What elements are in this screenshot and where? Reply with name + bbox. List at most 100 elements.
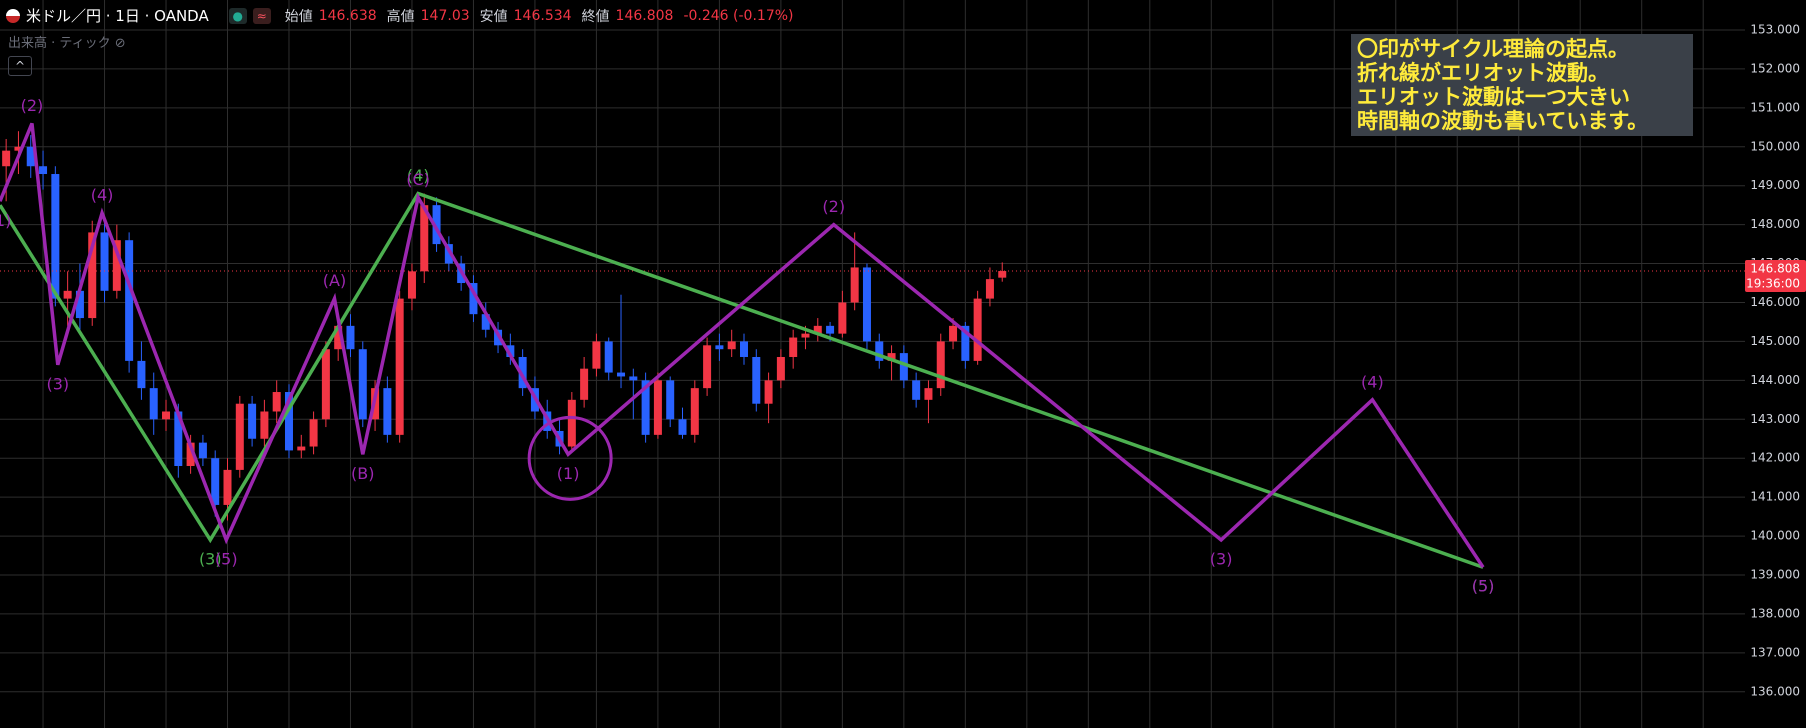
y-tick-label: 140.000 xyxy=(1750,529,1800,543)
candle-body xyxy=(174,411,183,466)
y-tick-label: 146.000 xyxy=(1750,295,1800,309)
candle-body xyxy=(764,380,773,404)
change-value: -0.246 (-0.17%) xyxy=(683,7,794,24)
candle-body xyxy=(334,325,343,350)
hide-icon[interactable]: ⊘ xyxy=(114,36,126,51)
candle-body xyxy=(961,325,970,361)
y-tick-label: 145.000 xyxy=(1750,334,1800,348)
wave-label: (5) xyxy=(1472,577,1495,596)
candle-body xyxy=(198,442,207,459)
candle-body xyxy=(383,388,392,435)
candle-body xyxy=(186,442,195,466)
wave-label: (4) xyxy=(1361,372,1384,391)
close-value: 146.808 xyxy=(615,7,674,24)
candle-body xyxy=(2,150,11,167)
y-tick-label: 144.000 xyxy=(1750,373,1800,387)
wave-label: (3) xyxy=(199,549,222,568)
candle-body xyxy=(284,392,293,451)
wave-line xyxy=(0,122,1485,569)
candle-body xyxy=(260,411,269,439)
high-label: 高値 xyxy=(386,8,415,25)
candle-body xyxy=(518,356,527,389)
y-tick-label: 143.000 xyxy=(1750,412,1800,426)
candle-body xyxy=(666,380,675,420)
candle-body xyxy=(88,232,97,319)
y-tick-label: 153.000 xyxy=(1750,22,1800,36)
candle-body xyxy=(715,345,724,350)
last-price-label: 146.808 xyxy=(1750,262,1800,276)
candle-body xyxy=(309,419,318,447)
y-tick-label: 148.000 xyxy=(1750,217,1800,231)
y-tick-label: 136.000 xyxy=(1750,684,1800,698)
candle-body xyxy=(272,392,281,412)
candle-body xyxy=(862,267,871,342)
open-label: 始値 xyxy=(284,8,313,25)
candle-body xyxy=(420,205,429,272)
low-label: 安値 xyxy=(479,8,508,25)
y-tick-label: 152.000 xyxy=(1750,61,1800,75)
candle-body xyxy=(100,232,109,291)
volume-indicator[interactable]: 出来高 · ティック ⊘ xyxy=(8,32,126,51)
candle-body xyxy=(75,290,84,319)
candle-body xyxy=(727,341,736,350)
candle-body xyxy=(26,146,35,167)
candle-body xyxy=(63,290,72,299)
y-tick-label: 150.000 xyxy=(1750,139,1800,153)
y-tick-label: 151.000 xyxy=(1750,100,1800,114)
axis-background xyxy=(1745,0,1806,728)
y-tick-label: 139.000 xyxy=(1750,568,1800,582)
candle-body xyxy=(703,345,712,389)
candle-body xyxy=(985,279,994,299)
candle-body xyxy=(137,360,146,389)
candle-body xyxy=(924,388,933,400)
wave-label: (4) xyxy=(91,185,114,204)
candle-body xyxy=(973,298,982,361)
candle-body xyxy=(998,271,1007,278)
wave-label: (B) xyxy=(351,464,374,483)
note-box: 〇印がサイクル理論の起点。 折れ線がエリオット波動。 エリオット波動は一つ大きい… xyxy=(1351,34,1693,136)
candle-body xyxy=(211,458,220,505)
candle-body xyxy=(112,240,121,291)
candle-body xyxy=(125,240,134,361)
candle-body xyxy=(248,403,257,439)
candle-body xyxy=(407,271,416,299)
cycle-marker xyxy=(527,415,613,501)
wave-label: (2) xyxy=(822,197,845,216)
high-value: 147.03 xyxy=(420,7,470,24)
candle-body xyxy=(346,325,355,350)
candle-body xyxy=(395,298,404,435)
candle-body xyxy=(629,376,638,381)
candle-body xyxy=(752,356,761,404)
candle-body xyxy=(235,403,244,470)
candle-body xyxy=(567,399,576,447)
volume-label: 出来高 · ティック xyxy=(8,36,111,51)
candle-body xyxy=(469,283,478,315)
candle-body xyxy=(887,353,896,361)
symbol[interactable]: 米ドル／円 · 1日 · OANDA xyxy=(26,7,209,25)
candle-body xyxy=(481,314,490,330)
collapse-button[interactable]: ^ xyxy=(8,56,32,76)
wave-label: (3) xyxy=(46,374,69,393)
candle-body xyxy=(678,419,687,435)
wave-label: (1) xyxy=(0,211,11,230)
candle-body xyxy=(14,146,23,151)
header: 米ドル／円 · 1日 · OANDA ● ≈ 始値 146.638 高値 147.0… xyxy=(6,5,797,26)
marks: (3) (4) (5) (1) (2) (3) (4) (5) (A) (B) (C) (1) (2) (… xyxy=(0,96,1745,596)
price-axis: 136.000 137.000 138.000 139.000 140.000 141.0… xyxy=(1745,0,1806,728)
wave-label: (5) xyxy=(1472,577,1495,596)
wave-label: (1) xyxy=(557,464,580,483)
y-tick-label: 142.000 xyxy=(1750,451,1800,465)
candle-body xyxy=(826,325,835,334)
y-tick-label: 137.000 xyxy=(1750,645,1800,659)
candle-body xyxy=(39,166,48,175)
candle-body xyxy=(506,345,515,357)
candle-body xyxy=(223,469,232,505)
candle-body xyxy=(321,349,330,420)
note-line: エリオット波動は一つ大きい xyxy=(1357,85,1630,109)
candle-body xyxy=(789,337,798,357)
flag-icon xyxy=(6,8,20,23)
wave-label: (C) xyxy=(406,170,430,189)
y-tick-label: 141.000 xyxy=(1750,490,1800,504)
candle-body xyxy=(149,388,158,420)
